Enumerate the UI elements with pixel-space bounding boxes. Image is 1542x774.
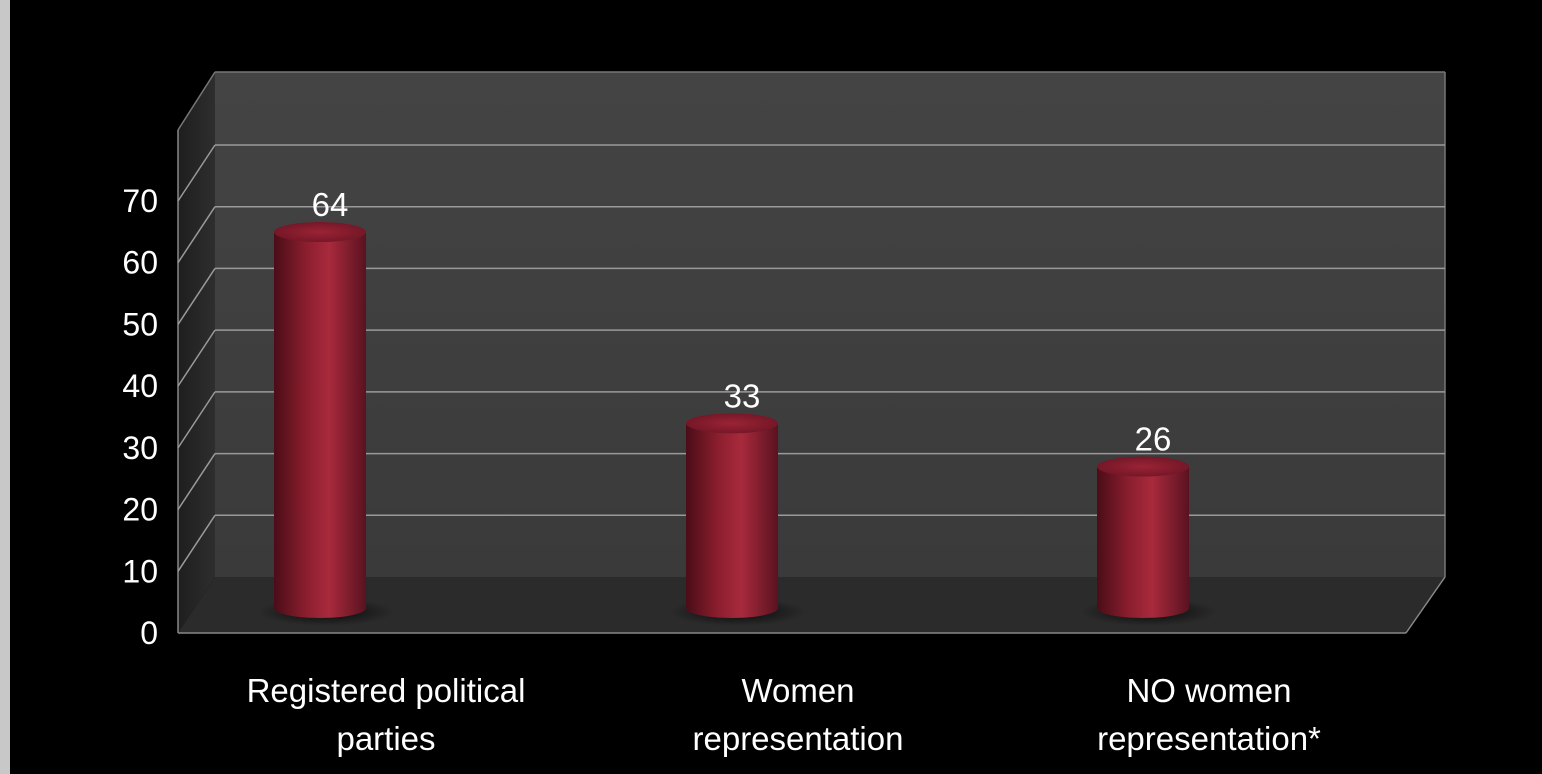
category-labels: Registered political parties Women represen…	[247, 672, 1321, 757]
y-tick-label: 50	[122, 306, 158, 342]
gridline-side	[177, 144, 216, 202]
bar	[258, 222, 394, 626]
y-tick-label: 0	[140, 615, 158, 651]
data-label: 26	[1135, 421, 1172, 458]
chart-side-wall	[178, 72, 215, 633]
data-labels: 64 33 26	[312, 186, 1172, 458]
y-tick-label: 10	[122, 553, 158, 589]
bar	[1081, 456, 1217, 626]
bars	[258, 222, 1217, 626]
bar-body	[1097, 466, 1189, 618]
gridline-side	[177, 453, 216, 510]
chart-area: 0 10 20 30 40 50 60 70 64 33 26 Registered politi…	[10, 0, 1542, 774]
bar-body	[686, 423, 778, 618]
bar-top	[686, 413, 778, 434]
bar-body	[274, 232, 366, 618]
y-tick-label: 60	[122, 245, 158, 281]
y-tick-label: 30	[122, 430, 158, 466]
y-tick-label: 70	[122, 183, 158, 219]
gridline-side	[177, 391, 216, 449]
data-label: 33	[724, 377, 761, 414]
gridline-side	[177, 329, 216, 387]
category-label: representation*	[1097, 720, 1321, 757]
bar-top	[274, 222, 366, 243]
category-label: representation	[693, 720, 904, 757]
y-tick-label: 40	[122, 368, 158, 404]
category-label: NO women	[1126, 672, 1291, 709]
bar-top	[1097, 456, 1189, 477]
category-label: Women	[741, 672, 854, 709]
y-tick-label: 20	[122, 492, 158, 528]
gridline-side	[177, 514, 216, 572]
side-wall-top-edge	[177, 71, 216, 131]
gridline-side	[177, 206, 216, 264]
chart-back-wall	[215, 72, 1445, 577]
gridline-side	[177, 268, 216, 325]
bar-chart-svg: 0 10 20 30 40 50 60 70 64 33 26 Registered politi…	[122, 71, 1446, 757]
data-label: 64	[312, 186, 349, 223]
floor-right-edge	[1405, 576, 1446, 634]
category-label: parties	[336, 720, 435, 757]
category-label: Registered political	[247, 672, 526, 709]
y-axis-ticks: 0 10 20 30 40 50 60 70	[122, 183, 158, 651]
bar	[670, 413, 806, 626]
gridlines	[177, 144, 1445, 572]
